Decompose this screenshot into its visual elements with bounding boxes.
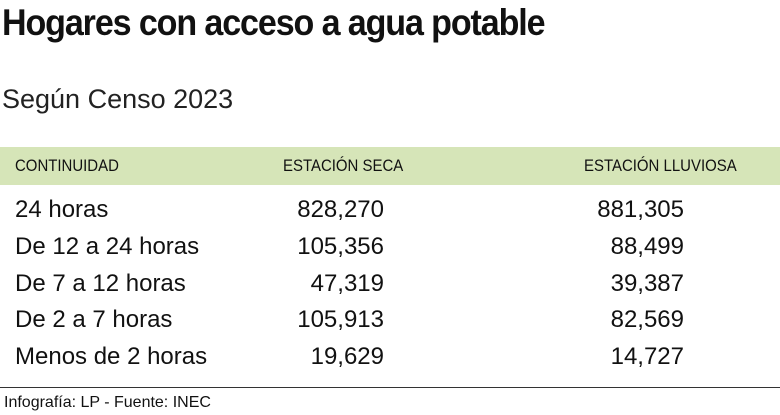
cell-value: 47,319	[310, 269, 384, 297]
cell-value: 828,270	[297, 196, 384, 223]
row-label: 24 horas	[15, 196, 109, 223]
column-header: ESTACIÓN LLUVIOSA	[584, 156, 737, 175]
table-row: 24 horas 828,270 881,305	[0, 196, 780, 233]
cell-value: 105,913	[297, 306, 384, 334]
cell-value: 39,387	[610, 269, 684, 297]
row-label: De 2 a 7 horas	[15, 306, 173, 334]
row-label: De 7 a 12 horas	[15, 269, 186, 297]
table-row: De 12 a 24 horas 105,356 88,499	[0, 233, 780, 270]
column-header: ESTACIÓN SECA	[283, 156, 404, 175]
title: Hogares con acceso a agua potable	[2, 2, 546, 43]
cell-value: 14,727	[610, 343, 684, 371]
cell-value: 88,499	[610, 232, 684, 260]
footer-rule	[0, 387, 780, 388]
row-label: De 12 a 24 horas	[15, 232, 200, 260]
cell-value: 19,629	[310, 343, 384, 371]
row-label: Menos de 2 horas	[15, 343, 208, 371]
cell-value: 105,356	[297, 232, 384, 260]
table-row: De 7 a 12 horas 47,319 39,387	[0, 270, 780, 307]
table-row: Menos de 2 horas 19,629 14,727	[0, 343, 780, 380]
table-row: De 2 a 7 horas 105,913 82,569	[0, 306, 780, 343]
subtitle: Según Censo 2023	[2, 84, 234, 114]
cell-value: 881,305	[597, 196, 684, 223]
cell-value: 82,569	[610, 306, 684, 334]
header-band	[0, 147, 780, 185]
column-header: CONTINUIDAD	[15, 156, 119, 175]
source: Infografía: LP - Fuente: INEC	[4, 394, 211, 411]
